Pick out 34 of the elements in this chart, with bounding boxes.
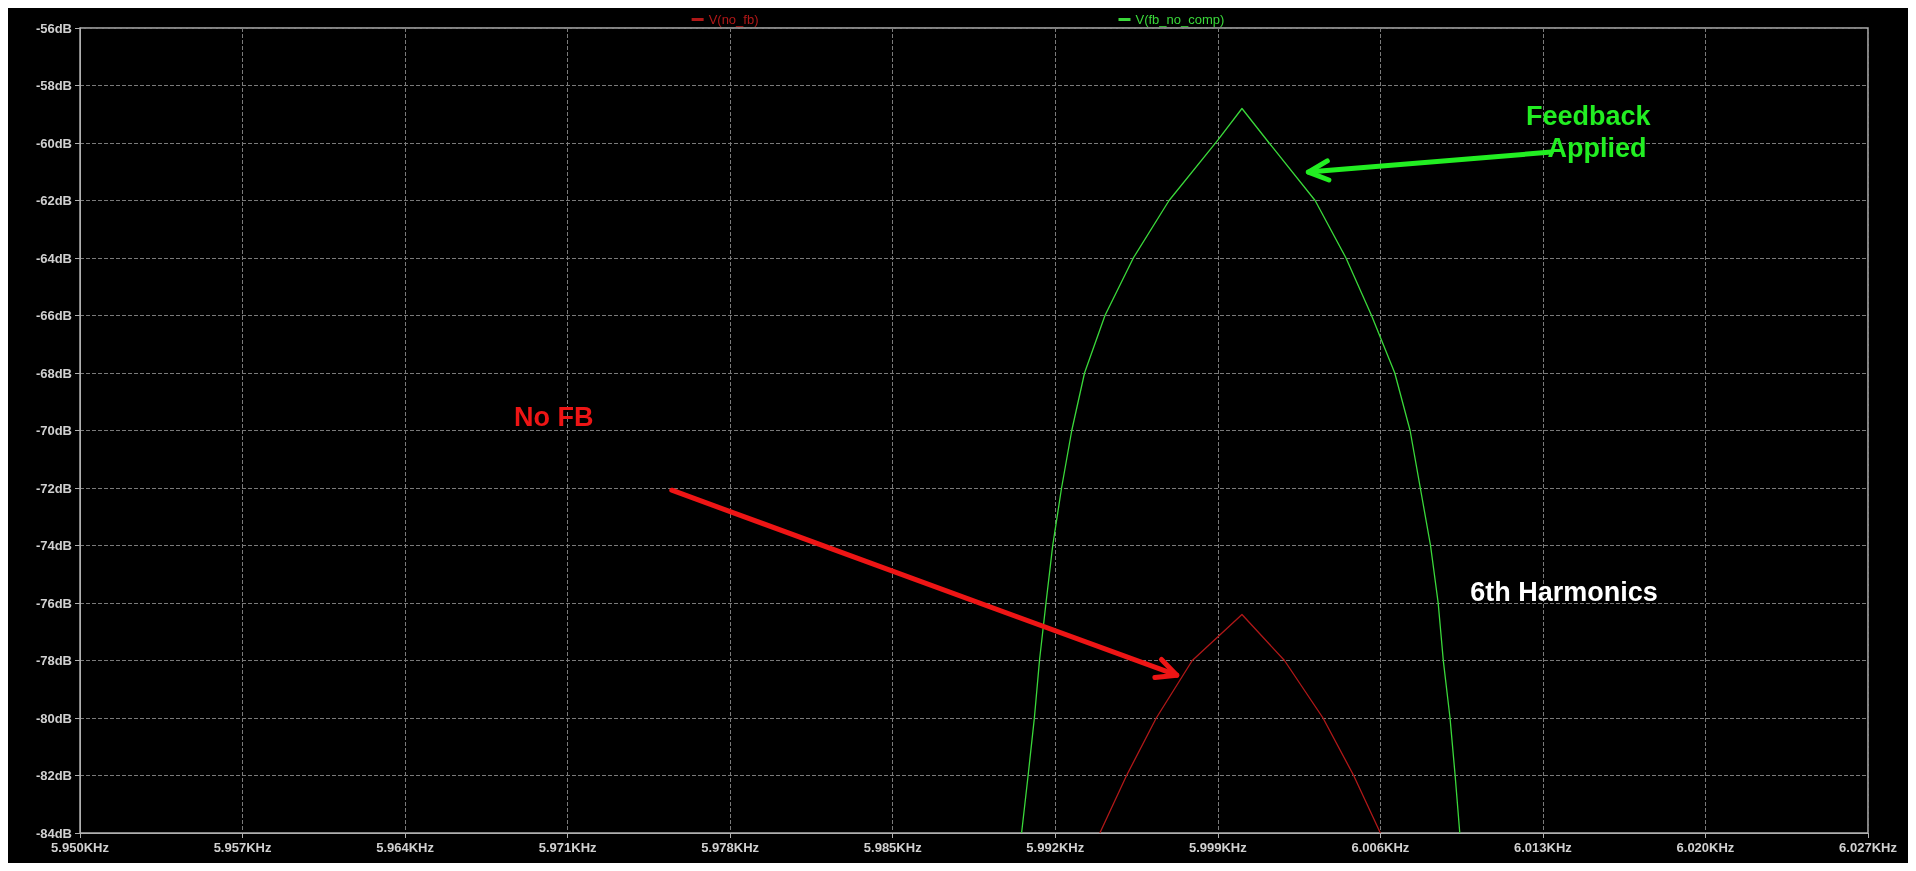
y-tick-label: -56dB — [35, 20, 72, 36]
y-tick-label: -68dB — [35, 365, 72, 381]
y-tick-label: -72dB — [35, 480, 72, 496]
y-tick-label: -76dB — [35, 595, 72, 611]
y-tick-label: -70dB — [35, 423, 72, 438]
line-series — [1020, 107, 1461, 834]
x-tick-label: 5.999KHz — [1188, 840, 1248, 855]
y-tick-label: -80dB — [35, 710, 72, 726]
annotation: No FB — [514, 401, 594, 434]
y-tick-label: -78dB — [35, 653, 72, 668]
x-tick-label: 5.978KHz — [701, 840, 760, 855]
y-tick-label: -60dB — [35, 135, 72, 151]
y-tick-label: -74dB — [35, 538, 72, 553]
x-tick-label: 5.985KHz — [863, 840, 923, 855]
annotation: Feedback Applied — [1526, 99, 1651, 165]
y-tick-label: -66dB — [35, 308, 72, 323]
x-tick-label: 5.964KHz — [376, 840, 435, 855]
legend-label: V(no_fb) — [708, 12, 759, 27]
legend-label: V(fb_no_comp) — [1135, 12, 1225, 27]
x-tick-label: 5.971KHz — [538, 840, 598, 855]
x-tick-label: 5.950KHz — [51, 840, 110, 855]
x-tick-label: 5.957KHz — [213, 840, 272, 855]
y-tick-label: -58dB — [35, 78, 72, 93]
annotation: 6th Harmonics — [1470, 575, 1658, 608]
x-tick-label: 6.020KHz — [1676, 840, 1735, 855]
y-tick-label: -84dB — [35, 825, 72, 841]
y-tick-label: -64dB — [35, 250, 72, 266]
x-tick-label: 6.006KHz — [1351, 840, 1410, 855]
x-tick-label: 5.992KHz — [1026, 840, 1085, 855]
line-series — [1099, 613, 1382, 834]
y-tick-label: -62dB — [35, 193, 72, 208]
y-tick-label: -82dB — [35, 768, 72, 783]
x-tick-label: 6.027KHz — [1839, 840, 1898, 855]
x-tick-label: 6.013KHz — [1514, 840, 1573, 855]
